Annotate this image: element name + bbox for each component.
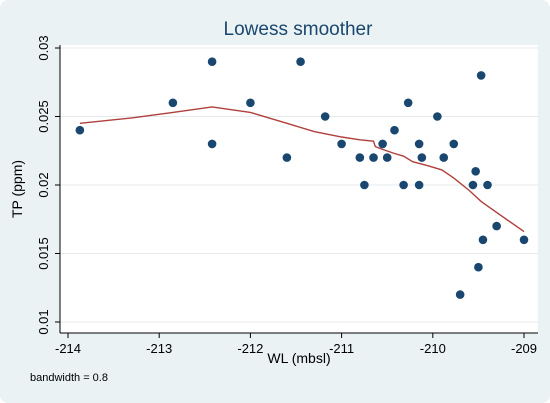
scatter-point (75, 125, 85, 135)
scatter-point (168, 98, 178, 108)
scatter-point (417, 153, 427, 162)
chart-title: Lowess smoother (224, 19, 374, 40)
x-tick-label: -211 (329, 341, 354, 356)
x-tick-label: -209 (511, 341, 537, 356)
scatter-point (433, 112, 442, 121)
scatter-point (474, 262, 483, 272)
y-tick-label: 0.015 (36, 237, 51, 270)
y-tick-label: 0.02 (36, 172, 51, 197)
y-tick-label: 0.03 (36, 35, 51, 60)
x-tick-label: -212 (237, 341, 263, 356)
scatter-point (246, 98, 255, 108)
scatter-point (478, 235, 488, 245)
scatter-point (369, 153, 378, 162)
scatter-point (360, 180, 369, 190)
scatter-point (320, 112, 330, 121)
scatter-point (207, 139, 217, 149)
scatter-point (468, 180, 478, 190)
x-tick-label: -214 (55, 341, 81, 356)
scatter-point (483, 180, 492, 190)
scatter-point (519, 235, 529, 245)
plot-area (60, 45, 538, 333)
scatter-point (414, 180, 424, 190)
x-axis-ticks: -214 -213 -212 -211 -210 -209 (55, 333, 537, 356)
y-axis-ticks: 0.01 0.015 0.02 0.025 0.03 (36, 35, 60, 335)
scatter-point (449, 139, 459, 149)
scatter-point (382, 153, 392, 162)
scatter-point (378, 139, 387, 149)
x-tick-label: -210 (420, 341, 446, 356)
scatter-point (455, 290, 465, 299)
scatter-point (492, 221, 501, 231)
scatter-point (355, 153, 365, 162)
y-axis-title: TP (ppm) (9, 160, 25, 218)
y-tick-label: 0.01 (36, 309, 51, 334)
scatter-point (399, 180, 408, 190)
scatter-point (296, 57, 305, 66)
lowess-smoother-line (79, 106, 525, 233)
scatter-point (207, 57, 217, 66)
scatter-point (337, 139, 346, 149)
bandwidth-note: bandwidth = 0.8 (30, 372, 108, 384)
axes (59, 45, 538, 334)
data-series (75, 57, 529, 299)
scatter-point (414, 139, 424, 149)
scatter-point (390, 125, 399, 135)
scatter-point (476, 71, 486, 80)
scatter-point (282, 153, 292, 162)
y-tick-label: 0.025 (36, 100, 51, 133)
x-axis-title: WL (mbsl) (267, 350, 330, 366)
scatter-point (439, 153, 449, 162)
x-tick-label: -213 (146, 341, 172, 356)
scatter-point (471, 167, 480, 176)
scatter-point (403, 98, 413, 108)
